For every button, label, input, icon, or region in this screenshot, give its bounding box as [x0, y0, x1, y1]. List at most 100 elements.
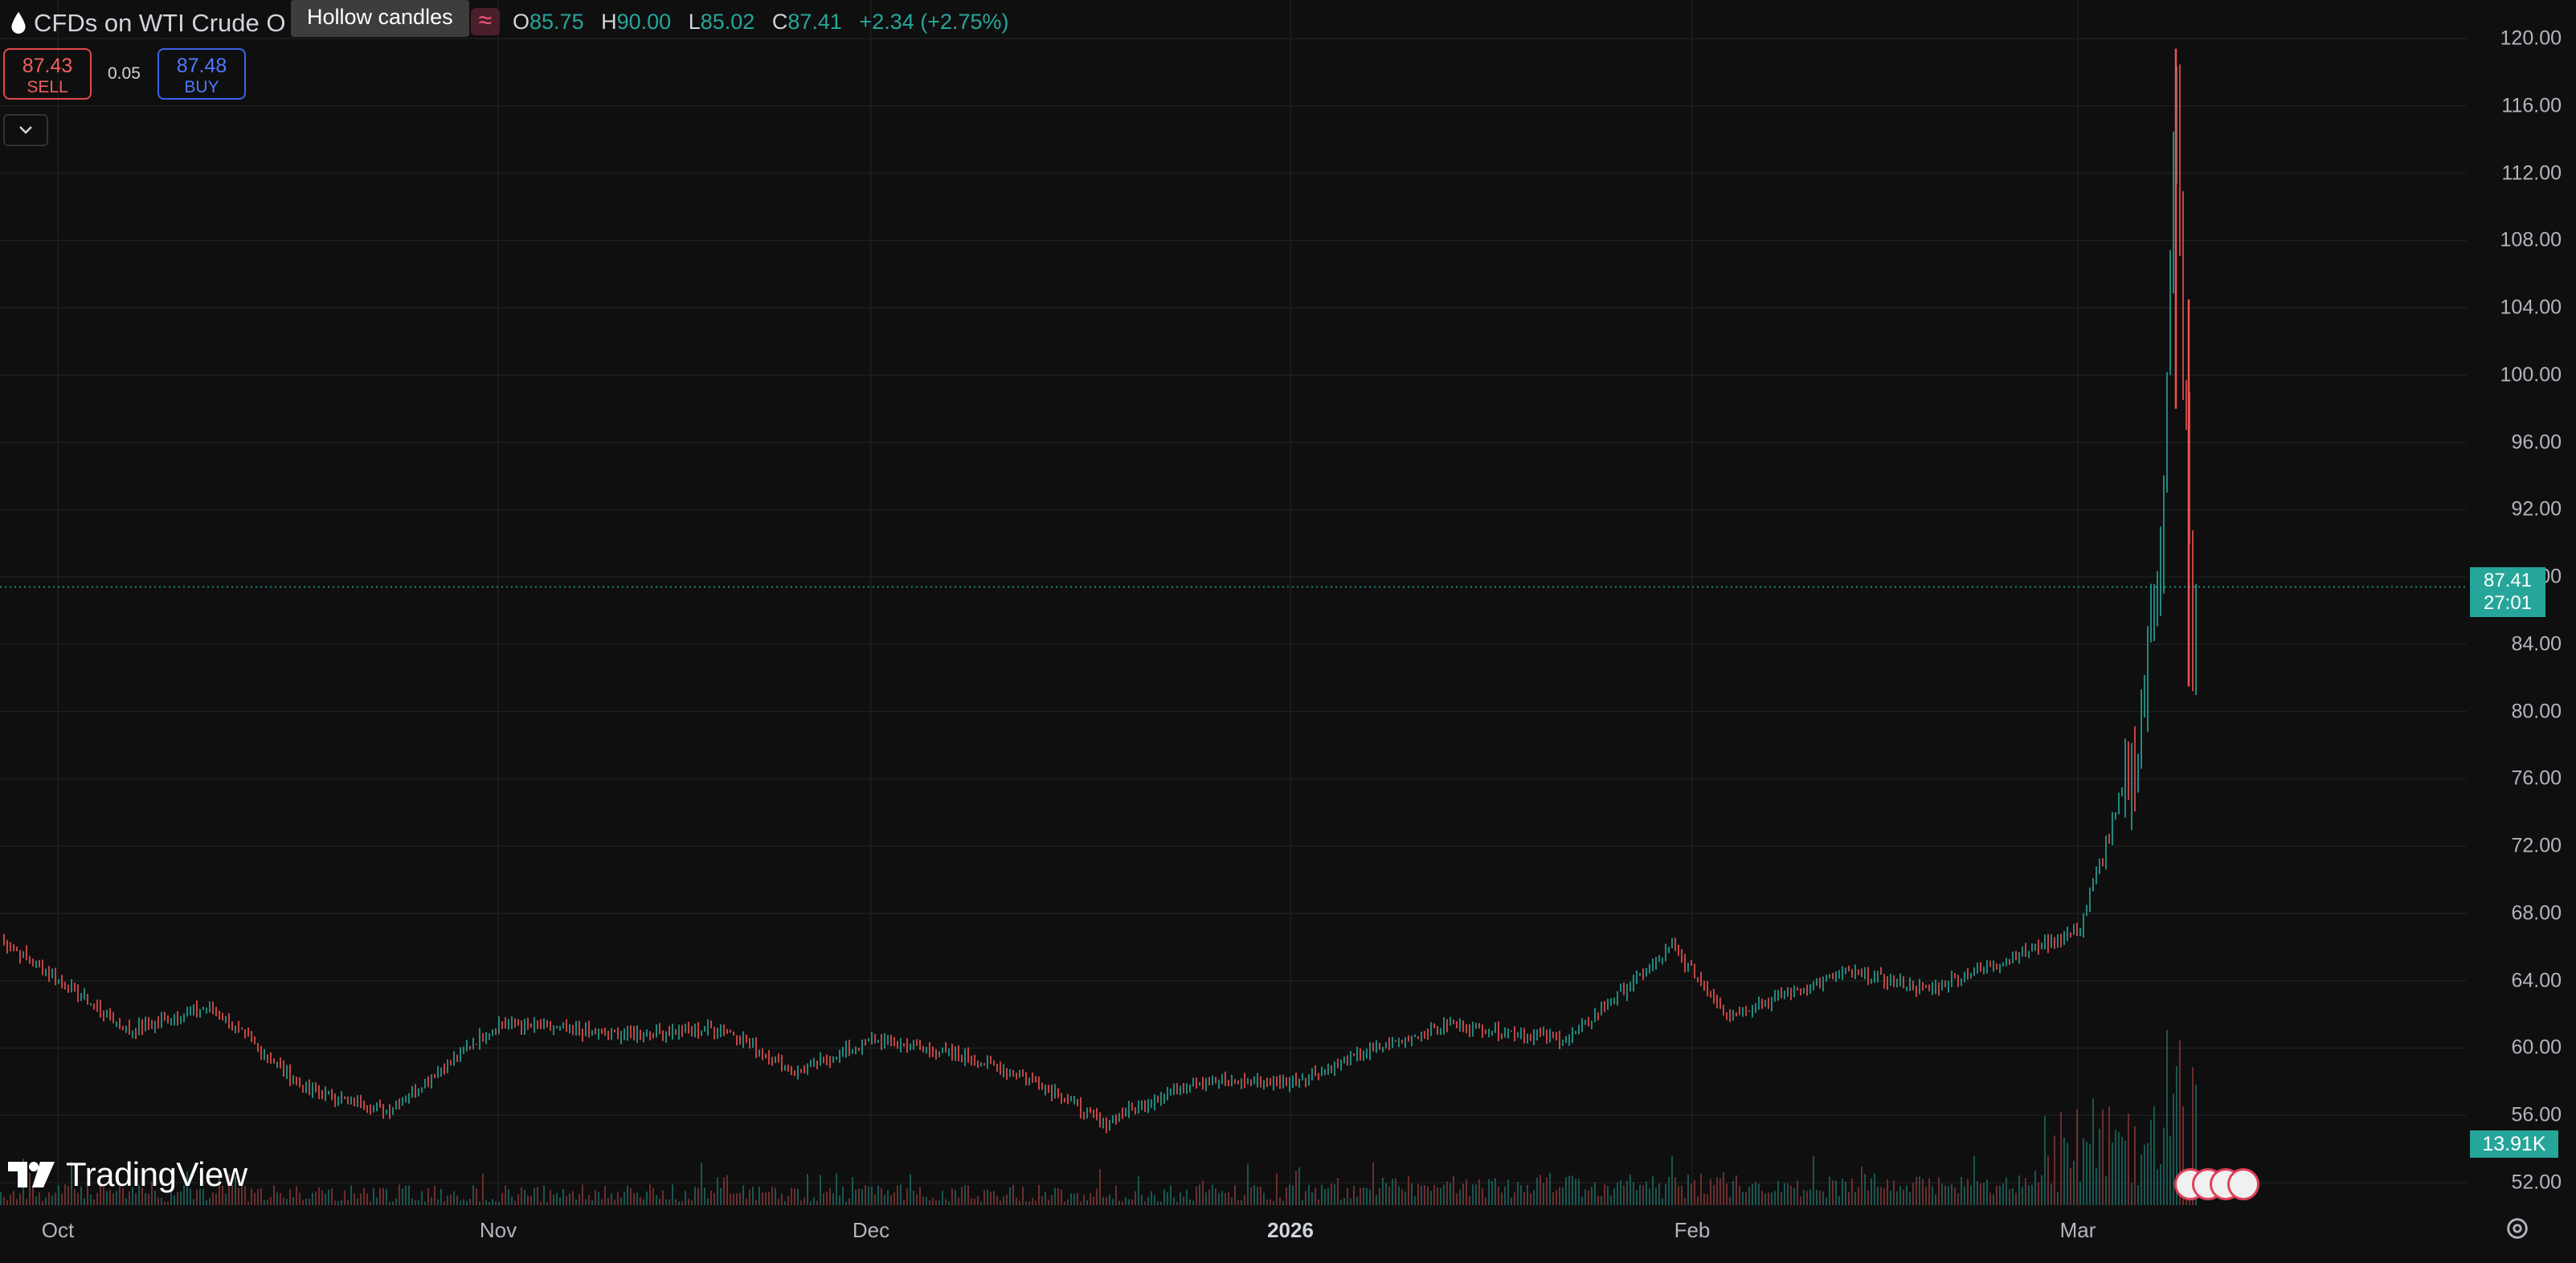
low-value: 85.02	[700, 10, 755, 34]
sell-button[interactable]: 87.43 SELL	[3, 48, 92, 100]
volume-bar	[13, 1191, 14, 1205]
volume-bar	[2131, 1183, 2132, 1205]
volume-bar	[1408, 1176, 1409, 1205]
volume-bar	[1649, 1188, 1650, 1205]
volume-bar	[1038, 1184, 1040, 1205]
volume-bar	[1167, 1192, 1168, 1205]
us-flag-icon[interactable]	[2227, 1168, 2259, 1200]
volume-bar	[1713, 1184, 1715, 1205]
volume-bar	[1035, 1200, 1037, 1205]
volume-bar	[1597, 1196, 1599, 1205]
volume-bar	[1096, 1188, 1098, 1205]
volume-bar	[1282, 1200, 1284, 1205]
volume-bar	[1090, 1192, 1091, 1205]
settings-icon[interactable]	[2504, 1215, 2531, 1242]
volume-bar	[739, 1192, 741, 1205]
volume-bar	[456, 1196, 458, 1205]
buy-price: 87.48	[176, 55, 227, 77]
volume-bar	[1800, 1196, 1801, 1205]
volume-bar	[1151, 1191, 1152, 1205]
volume-bar	[305, 1198, 307, 1205]
volume-bar	[1861, 1166, 1862, 1205]
volume-bar	[1703, 1193, 1705, 1205]
volume-bar	[1581, 1196, 1583, 1205]
volume-bar	[2038, 1182, 2039, 1205]
time-tick-label: Dec	[852, 1218, 890, 1242]
volume-bar	[199, 1188, 201, 1205]
volume-bar	[778, 1198, 779, 1205]
volume-bar	[874, 1194, 876, 1205]
volume-bar	[321, 1190, 323, 1205]
volume-bar	[1761, 1191, 1763, 1205]
volume-bar	[1433, 1184, 1435, 1205]
volume-bar	[1752, 1183, 1753, 1205]
volume-bar	[334, 1200, 336, 1205]
volume-bar	[1247, 1164, 1249, 1205]
volume-bar	[1456, 1193, 1458, 1205]
volume-bar	[624, 1191, 625, 1205]
volume-bar	[829, 1187, 831, 1205]
symbol-legend[interactable]: CFDs on WTI Crude O	[0, 3, 286, 43]
volume-bar	[1398, 1186, 1400, 1205]
volume-bar	[1514, 1192, 1515, 1205]
volume-bar	[980, 1201, 982, 1205]
volume-bar	[389, 1201, 390, 1205]
price-tick-label: 108.00	[2500, 228, 2562, 251]
volume-bar	[2134, 1126, 2136, 1205]
volume-bar	[1472, 1184, 1474, 1205]
volume-bar	[1131, 1200, 1133, 1205]
price-tick-label: 120.00	[2500, 27, 2562, 50]
volume-bar	[1697, 1196, 1699, 1205]
volume-bar	[434, 1185, 435, 1205]
volume-bar	[855, 1190, 857, 1205]
volume-bar	[1028, 1201, 1030, 1205]
volume-bar	[241, 1184, 243, 1205]
volume-bar	[1395, 1178, 1396, 1205]
volume-bar	[109, 1189, 111, 1205]
volume-bar	[803, 1197, 805, 1205]
volume-bar	[1208, 1189, 1210, 1205]
volume-bar	[1424, 1185, 1425, 1205]
volume-bar	[93, 1199, 95, 1205]
volume-bar	[479, 1201, 480, 1205]
volume-bar	[1350, 1198, 1351, 1205]
volume-bar	[1160, 1201, 1162, 1205]
volume-bar	[1665, 1183, 1666, 1205]
volume-bar	[260, 1187, 262, 1205]
volume-bar	[1263, 1192, 1265, 1205]
volume-bar	[1565, 1177, 1567, 1205]
volume-bar	[440, 1188, 442, 1205]
sell-price: 87.43	[22, 55, 73, 77]
volume-bar	[42, 1200, 43, 1205]
volume-bar	[1086, 1200, 1088, 1205]
volume-bar	[1231, 1197, 1233, 1205]
volume-bar	[1311, 1191, 1313, 1205]
volume-bar	[235, 1176, 236, 1205]
volume-bar	[315, 1191, 317, 1205]
volume-bar	[649, 1184, 651, 1205]
volume-bar	[1633, 1182, 1634, 1205]
volume-bar	[1170, 1185, 1171, 1205]
volume-bar	[2076, 1109, 2078, 1205]
volume-bar	[1835, 1180, 1837, 1205]
tradingview-logo[interactable]: TradingView	[8, 1152, 247, 1197]
volume-bar	[244, 1186, 246, 1205]
volume-bar	[1726, 1183, 1728, 1205]
volume-bar	[1822, 1191, 1824, 1205]
volume-bar	[1758, 1183, 1760, 1205]
open-value: 85.75	[530, 10, 584, 34]
wave-icon[interactable]: ≈	[471, 8, 500, 35]
volume-bar	[161, 1198, 162, 1205]
volume-bar	[726, 1175, 728, 1205]
volume-bar	[1996, 1185, 1997, 1205]
volume-bar	[1832, 1180, 1834, 1205]
volume-bar	[514, 1200, 516, 1205]
collapse-legend-button[interactable]	[3, 114, 48, 146]
symbol-name[interactable]: CFDs on WTI Crude O	[34, 9, 286, 37]
volume-bar	[382, 1187, 384, 1205]
volume-bar	[1642, 1185, 1644, 1205]
buy-button[interactable]: 87.48 BUY	[157, 48, 246, 100]
volume-bar	[2121, 1137, 2123, 1205]
volume-bar	[122, 1187, 124, 1205]
